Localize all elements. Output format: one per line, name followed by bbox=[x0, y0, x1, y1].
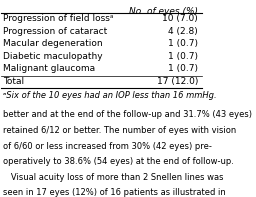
Text: 4 (2.8): 4 (2.8) bbox=[168, 27, 198, 36]
Text: Diabetic maculopathy: Diabetic maculopathy bbox=[3, 52, 103, 61]
Text: retained 6/12 or better. The number of eyes with vision: retained 6/12 or better. The number of e… bbox=[3, 126, 237, 135]
Text: 1 (0.7): 1 (0.7) bbox=[168, 64, 198, 73]
Text: 10 (7.0): 10 (7.0) bbox=[162, 14, 198, 23]
Text: of 6/60 or less increased from 30% (42 eyes) pre-: of 6/60 or less increased from 30% (42 e… bbox=[3, 142, 212, 151]
Text: 1 (0.7): 1 (0.7) bbox=[168, 39, 198, 48]
Text: Malignant glaucoma: Malignant glaucoma bbox=[3, 64, 95, 73]
Text: Macular degeneration: Macular degeneration bbox=[3, 39, 103, 48]
Text: operatively to 38.6% (54 eyes) at the end of follow-up.: operatively to 38.6% (54 eyes) at the en… bbox=[3, 157, 234, 166]
Text: No. of eyes (%): No. of eyes (%) bbox=[129, 7, 198, 16]
Text: Progression of cataract: Progression of cataract bbox=[3, 27, 108, 36]
Text: 1 (0.7): 1 (0.7) bbox=[168, 52, 198, 61]
Text: Progression of field lossᵃ: Progression of field lossᵃ bbox=[3, 14, 114, 23]
Text: Visual acuity loss of more than 2 Snellen lines was: Visual acuity loss of more than 2 Snelle… bbox=[3, 173, 224, 182]
Text: better and at the end of the follow-up and 31.7% (43 eyes): better and at the end of the follow-up a… bbox=[3, 111, 252, 119]
Text: ᵃSix of the 10 eyes had an IOP less than 16 mmHg.: ᵃSix of the 10 eyes had an IOP less than… bbox=[3, 91, 217, 100]
Text: seen in 17 eyes (12%) of 16 patients as illustrated in: seen in 17 eyes (12%) of 16 patients as … bbox=[3, 188, 226, 197]
Text: Total: Total bbox=[3, 77, 25, 86]
Text: 17 (12.0): 17 (12.0) bbox=[157, 77, 198, 86]
